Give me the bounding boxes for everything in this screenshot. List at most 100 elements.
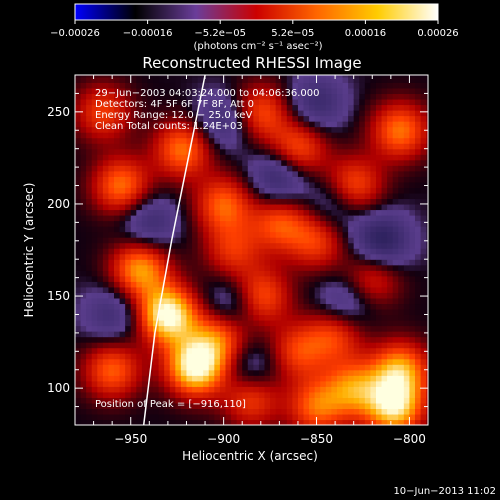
heatmap-cell — [359, 93, 366, 100]
heatmap-cell — [164, 76, 171, 83]
heatmap-cell — [164, 270, 171, 277]
heatmap-cell — [342, 286, 349, 293]
heatmap-cell — [426, 253, 428, 260]
heatmap-cell — [342, 264, 349, 271]
heatmap-cell — [147, 126, 154, 133]
heatmap-cell — [80, 358, 87, 365]
heatmap-cell — [180, 347, 188, 354]
heatmap-cell — [141, 364, 149, 371]
heatmap-cell — [153, 137, 160, 144]
heatmap-cell — [125, 242, 132, 249]
heatmap-cell — [370, 331, 377, 338]
heatmap-cell — [236, 181, 243, 188]
heatmap-cell — [364, 408, 372, 415]
heatmap-cell — [141, 220, 149, 227]
heatmap-cell — [359, 143, 366, 150]
heatmap-cell — [297, 115, 305, 122]
heatmap-cell — [375, 336, 383, 343]
heatmap-cell — [197, 391, 204, 398]
heatmap-cell — [119, 259, 126, 266]
heatmap-cell — [164, 176, 171, 183]
heatmap-cell — [225, 413, 232, 421]
heatmap-cell — [130, 98, 137, 106]
heatmap-cell — [97, 248, 104, 255]
heatmap-cell — [420, 413, 427, 421]
heatmap-cell — [247, 82, 254, 89]
heatmap-cell — [309, 98, 316, 106]
heatmap-cell — [169, 275, 176, 282]
heatmap-cell — [370, 270, 377, 277]
heatmap-cell — [91, 154, 98, 161]
heatmap-cell — [125, 286, 132, 293]
heatmap-cell — [180, 148, 188, 155]
heatmap-cell — [108, 132, 115, 139]
heatmap-cell — [247, 75, 254, 78]
heatmap-cell — [387, 226, 394, 233]
heatmap-cell — [214, 215, 221, 222]
heatmap-cell — [164, 308, 171, 316]
heatmap-cell — [253, 375, 260, 382]
heatmap-cell — [86, 148, 93, 155]
heatmap-cell — [164, 320, 171, 327]
heatmap-cell — [297, 87, 305, 95]
heatmap-cell — [426, 192, 428, 200]
heatmap-cell — [314, 115, 321, 122]
heatmap-cell — [342, 325, 349, 332]
heatmap-cell — [102, 192, 110, 200]
heatmap-cell — [219, 187, 227, 194]
heatmap-cell — [253, 198, 260, 205]
heatmap-cell — [331, 369, 338, 376]
heatmap-cell — [130, 331, 137, 338]
heatmap-cell — [225, 176, 232, 183]
heatmap-cell — [214, 264, 221, 271]
heatmap-cell — [153, 364, 160, 371]
heatmap-cell — [353, 237, 360, 244]
heatmap-cell — [247, 110, 254, 117]
heatmap-cell — [370, 259, 377, 266]
heatmap-cell — [192, 75, 199, 78]
heatmap-cell — [197, 203, 204, 211]
heatmap-cell — [325, 325, 332, 332]
heatmap-cell — [314, 198, 321, 205]
heatmap-cell — [387, 170, 394, 177]
heatmap-cell — [169, 115, 176, 122]
heatmap-cell — [286, 353, 293, 360]
heatmap-cell — [303, 159, 310, 166]
heatmap-cell — [158, 331, 165, 338]
heatmap-cell — [320, 170, 327, 177]
heatmap-cell — [125, 126, 132, 133]
heatmap-cell — [409, 143, 416, 150]
heatmap-cell — [325, 137, 332, 144]
heatmap-cell — [86, 75, 93, 78]
heatmap-cell — [125, 115, 132, 122]
heatmap-cell — [247, 231, 254, 238]
heatmap-cell — [169, 165, 176, 172]
heatmap-cell — [130, 253, 137, 260]
heatmap-cell — [119, 126, 126, 133]
heatmap-cell — [309, 87, 316, 95]
heatmap-cell — [331, 375, 338, 382]
heatmap-cell — [309, 308, 316, 316]
heatmap-cell — [364, 110, 372, 117]
y-tick-label: 200 — [47, 197, 70, 211]
heatmap-cell — [208, 121, 215, 128]
heatmap-cell — [119, 82, 126, 89]
heatmap-cell — [364, 286, 372, 293]
heatmap-cell — [186, 215, 193, 222]
heatmap-cell — [192, 303, 199, 310]
heatmap-cell — [119, 325, 126, 332]
heatmap-cell — [180, 292, 188, 299]
heatmap-cell — [125, 358, 132, 365]
heatmap-cell — [387, 121, 394, 128]
heatmap-cell — [375, 419, 383, 425]
heatmap-cell — [275, 159, 282, 166]
heatmap-cell — [336, 286, 344, 293]
heatmap-cell — [403, 165, 411, 172]
heatmap-cell — [253, 104, 260, 111]
heatmap-cell — [108, 353, 115, 360]
heatmap-cell — [309, 126, 316, 133]
heatmap-cell — [342, 137, 349, 144]
heatmap-cell — [403, 115, 411, 122]
heatmap-cell — [231, 292, 238, 299]
heatmap-cell — [169, 121, 176, 128]
